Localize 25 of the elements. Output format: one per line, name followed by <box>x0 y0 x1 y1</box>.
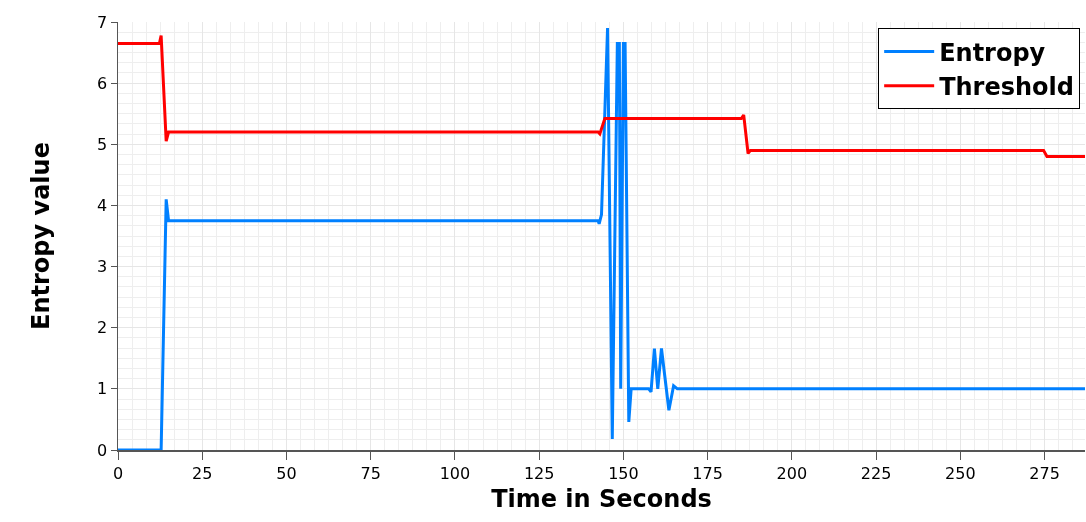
x-tick-label: 250 <box>945 463 976 483</box>
y-tick-label: 7 <box>97 12 108 32</box>
x-tick-label: 150 <box>608 463 639 483</box>
y-tick-label: 2 <box>97 318 108 338</box>
x-tick-label: 0 <box>112 463 124 483</box>
y-tick-label: 1 <box>97 379 108 399</box>
x-tick-label: 50 <box>276 463 297 483</box>
line-series <box>118 33 1085 159</box>
x-tick-label: 175 <box>692 463 723 483</box>
y-tick-label: 5 <box>97 134 108 154</box>
x-tick-label: 100 <box>439 463 471 483</box>
legend-label: Entropy <box>939 38 1046 67</box>
x-tick-label: 125 <box>523 463 555 483</box>
x-tick-label: 25 <box>192 463 213 483</box>
x-tick-label: 200 <box>776 463 808 483</box>
y-tick-label: 6 <box>97 73 108 93</box>
y-tick-label: 3 <box>97 257 108 277</box>
y-tick-label: 0 <box>97 440 108 460</box>
x-tick-label: 275 <box>1029 463 1060 483</box>
legend-label: Threshold <box>939 73 1075 102</box>
x-tick-label: 225 <box>860 463 892 483</box>
x-axis-title: Time in Seconds <box>491 484 712 513</box>
x-tick-label: 75 <box>360 463 381 483</box>
y-axis-title: Entropy value <box>27 142 56 330</box>
y-tick-label: 4 <box>97 196 108 216</box>
